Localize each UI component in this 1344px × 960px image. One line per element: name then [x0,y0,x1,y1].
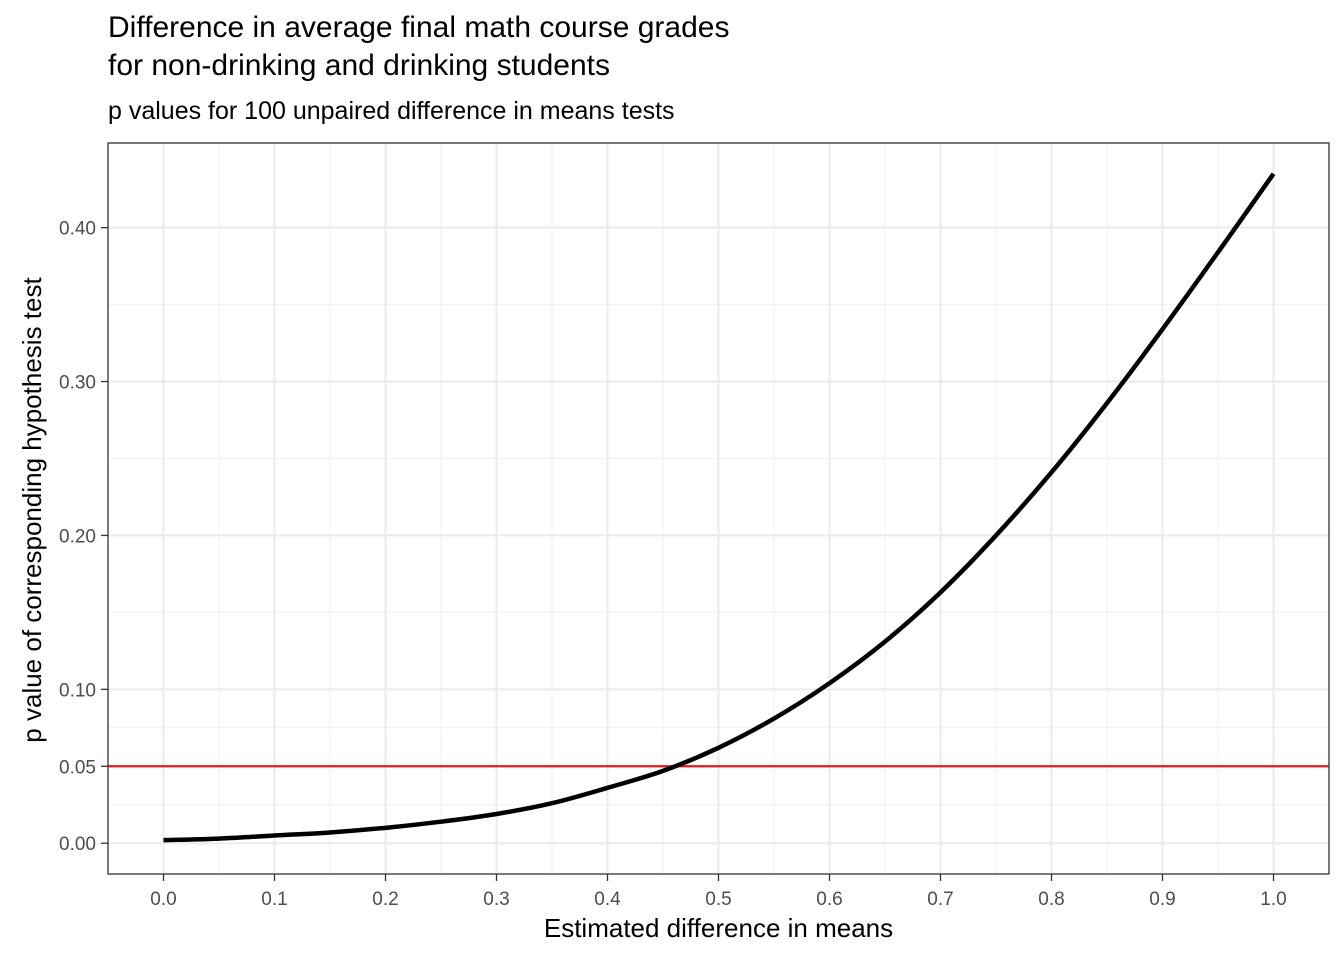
y-tick-label: 0.20 [59,526,96,547]
x-axis-label: Estimated difference in means [543,913,894,943]
x-tick-label: 0.4 [594,889,621,910]
chart-title-line-1: Difference in average final math course … [108,11,730,44]
y-tick-label: 0.10 [59,680,96,701]
chart-subtitle: p values for 100 unpaired difference in … [108,97,675,125]
x-tick-label: 0.8 [1038,889,1064,910]
y-tick-label: 0.05 [59,757,96,778]
y-tick-label: 0.30 [59,373,96,394]
x-tick-label: 0.6 [816,889,842,910]
x-tick-label: 1.0 [1260,889,1286,910]
x-tick-label: 0.3 [483,889,509,910]
x-tick-label: 0.2 [372,889,398,910]
chart-title-line-2: for non-drinking and drinking students [108,49,610,82]
x-tick-label: 0.1 [261,889,287,910]
x-tick-label: 0.5 [705,889,731,910]
x-tick-label: 0.9 [1149,889,1175,910]
y-tick-label: 0.40 [59,219,96,240]
x-tick-label: 0.0 [150,889,176,910]
y-axis-label: p value of corresponding hypothesis test [17,277,47,743]
y-tick-label: 0.00 [59,834,96,855]
p-value-curve [163,172,1276,843]
x-tick-label: 0.7 [927,889,953,910]
